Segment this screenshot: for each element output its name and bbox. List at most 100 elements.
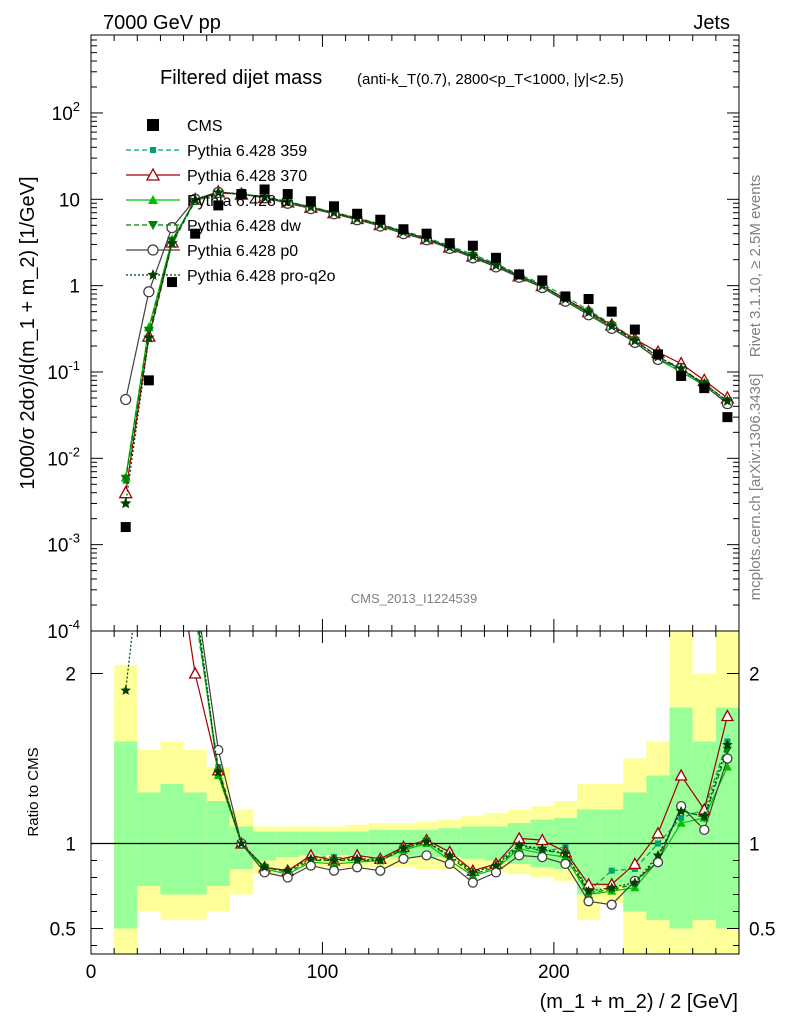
legend-marker xyxy=(147,119,159,131)
uncertainty-band-inner xyxy=(623,792,647,912)
x-tick-label: 200 xyxy=(538,962,570,983)
data-point xyxy=(606,320,618,331)
data-point xyxy=(120,497,132,509)
data-point xyxy=(118,485,133,499)
x-tick-label: 0 xyxy=(86,962,97,983)
ratio-point xyxy=(328,865,340,876)
ratio-point xyxy=(674,768,688,781)
ratio-y-tick-label: 2 xyxy=(65,665,76,686)
ratio-point xyxy=(444,849,455,860)
y-axis-label: 1000/σ 2dσ)/d(m_1 + m_2) [1/GeV] xyxy=(17,176,39,489)
data-point xyxy=(699,383,710,394)
y-tick-label: 1 xyxy=(69,277,80,298)
ratio-point xyxy=(560,848,571,859)
ratio-y-tick-label: 0.5 xyxy=(50,920,76,941)
data-point xyxy=(583,294,594,305)
uncertainty-band-inner xyxy=(137,792,161,886)
ratio-point xyxy=(560,858,571,870)
ratio-point xyxy=(236,838,247,848)
data-point xyxy=(675,362,687,374)
ratio-point xyxy=(629,877,641,887)
ratio-y-tick-label-right: 2 xyxy=(749,665,760,686)
ratio-point xyxy=(398,853,409,864)
uncertainty-band-inner xyxy=(114,741,138,929)
data-point xyxy=(582,306,595,318)
legend-label: Pythia 6.428 359 xyxy=(187,143,307,160)
ratio-point xyxy=(606,882,617,893)
data-point xyxy=(259,184,270,195)
ratio-point xyxy=(120,685,131,695)
ratio-plot-panel: 0.5 0.5 1 1 2 2 0 100 200 xyxy=(50,630,775,983)
series-line xyxy=(125,191,728,504)
data-point xyxy=(676,370,687,381)
y-tick-label: 10-4 xyxy=(47,617,80,643)
data-point xyxy=(143,286,155,298)
data-point xyxy=(352,208,363,219)
ratio-point xyxy=(467,877,479,888)
data-point xyxy=(491,252,501,263)
legend-label: Pythia 6.428 370 xyxy=(187,168,307,185)
legend-label: Pythia 6.428 pro-q2o xyxy=(187,268,336,285)
data-point xyxy=(490,259,502,271)
y-tick-label: 10-2 xyxy=(47,444,80,470)
legend-entry: Pythia 6.428 a xyxy=(126,193,289,210)
legend-marker xyxy=(148,221,158,230)
data-point xyxy=(213,200,224,211)
uncertainty-band-inner xyxy=(577,809,601,895)
data-point xyxy=(167,277,177,288)
data-point xyxy=(258,191,271,202)
uncertainty-band-inner xyxy=(438,828,462,858)
ratio-point xyxy=(678,815,685,821)
data-point xyxy=(190,228,201,239)
ratio-y-tick-label-right: 0.5 xyxy=(749,920,775,941)
ratio-point xyxy=(699,824,710,836)
y-tick-label: 10-3 xyxy=(47,531,80,557)
ratio-point xyxy=(606,899,617,910)
data-point xyxy=(305,196,316,207)
data-point xyxy=(444,238,455,249)
ratio-point xyxy=(513,850,525,861)
ratio-point xyxy=(583,885,594,896)
ratio-series-pythia-6-428-pro-q2o xyxy=(120,631,733,896)
uncertainty-band-inner xyxy=(253,831,277,861)
legend-label: Pythia 6.428 p0 xyxy=(187,243,298,260)
legend-label: Pythia 6.428 dw xyxy=(187,218,301,235)
ratio-point xyxy=(351,853,363,864)
ratio-point xyxy=(188,666,202,679)
ratio-point xyxy=(676,818,686,827)
ratio-point xyxy=(651,826,665,839)
ratio-point xyxy=(652,849,664,860)
ratio-point xyxy=(628,857,642,870)
ratio-point xyxy=(305,860,317,871)
rivet-version-label: Rivet 3.1.10, ≥ 2.5M events xyxy=(747,175,764,358)
ratio-point xyxy=(375,865,386,876)
data-point xyxy=(398,224,409,235)
data-point xyxy=(467,240,478,251)
uncertainty-band-inner xyxy=(600,809,624,886)
data-point xyxy=(629,334,641,346)
ratio-point xyxy=(305,853,317,864)
ratio-point xyxy=(444,858,455,870)
data-point xyxy=(282,189,293,200)
data-point xyxy=(421,228,432,239)
ratio-point xyxy=(398,843,409,853)
ratio-series-pythia-6-428-p0 xyxy=(200,631,733,910)
ratio-point xyxy=(720,709,735,722)
data-point xyxy=(514,269,525,280)
legend-marker xyxy=(150,147,156,153)
data-point xyxy=(212,186,224,198)
ratio-point xyxy=(608,867,615,874)
ratio-point xyxy=(583,896,594,907)
legend-label: CMS xyxy=(187,118,223,135)
y-tick-label: 10-1 xyxy=(47,358,80,384)
legend-marker xyxy=(147,244,159,256)
data-point xyxy=(653,349,663,360)
ratio-point xyxy=(282,865,293,876)
data-point xyxy=(375,214,386,225)
ratio-point xyxy=(722,762,732,771)
x-axis-label: (m_1 + m_2) / 2 [GeV] xyxy=(540,991,738,1013)
data-point xyxy=(120,474,131,484)
data-point xyxy=(721,395,734,406)
data-point xyxy=(606,306,617,317)
